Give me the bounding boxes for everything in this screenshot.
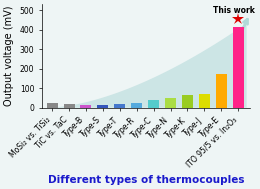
Bar bbox=[182, 95, 193, 108]
Bar bbox=[114, 104, 125, 108]
Text: This work: This work bbox=[213, 6, 255, 15]
Bar bbox=[63, 104, 75, 108]
Bar bbox=[80, 105, 92, 108]
Bar bbox=[165, 98, 176, 108]
Bar bbox=[131, 103, 142, 108]
Bar bbox=[148, 100, 159, 108]
Bar bbox=[233, 27, 244, 108]
Y-axis label: Output voltage (mV): Output voltage (mV) bbox=[4, 6, 14, 106]
Bar bbox=[199, 94, 210, 108]
Bar bbox=[47, 103, 58, 108]
X-axis label: Different types of thermocouples: Different types of thermocouples bbox=[48, 175, 244, 185]
Polygon shape bbox=[52, 23, 247, 108]
Bar bbox=[98, 105, 108, 108]
Bar bbox=[216, 74, 227, 108]
